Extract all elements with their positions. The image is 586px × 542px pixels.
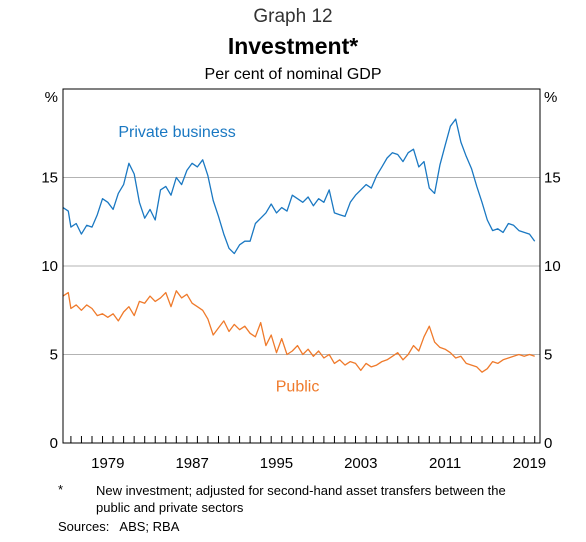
series-label-public: Public (276, 379, 320, 396)
y-unit-right: % (544, 89, 557, 106)
gridlines (63, 177, 540, 355)
series-label-private-business: Private business (118, 124, 235, 141)
series-line-private-business (62, 118, 536, 255)
x-tick-label-1995: 1995 (260, 455, 293, 472)
sources-note: Sources: ABS; RBA (58, 519, 180, 534)
x-axis-ticks (70, 436, 536, 443)
x-tick-label-1979: 1979 (91, 455, 124, 472)
chart-title: Investment* (227, 33, 359, 59)
graph-number-label: Graph 12 (253, 6, 333, 27)
footnote-text: New investment; adjusted for second-hand… (96, 483, 506, 515)
series-line-public (62, 290, 535, 373)
y-tick-label-left: 15 (41, 170, 58, 187)
y-tick-label-right: 15 (544, 170, 561, 187)
y-tick-label-right: 10 (544, 258, 561, 275)
x-tick-label-2003: 2003 (344, 455, 377, 472)
y-unit-left: % (45, 89, 58, 106)
chart-subtitle: Per cent of nominal GDP (204, 66, 382, 83)
y-tick-label-left: 0 (50, 435, 58, 452)
axis-labels: % % 0 0 5 5 10 10 15 15 1979 1987 1995 2003 2011 2019… (41, 89, 560, 472)
series-lines (62, 118, 536, 373)
y-tick-label-left: 5 (50, 347, 58, 364)
chart-plot: % % 0 0 5 5 10 10 15 15 1979 1987 1995 2003 2011 2019… (41, 88, 561, 472)
x-tick-label-2011: 2011 (429, 455, 461, 472)
y-tick-label-left: 10 (41, 258, 58, 275)
footnote-marker: * (58, 482, 64, 497)
x-tick-label-2019: 2019 (513, 455, 546, 472)
y-tick-label-right: 0 (544, 435, 552, 452)
y-tick-label-right: 5 (544, 347, 552, 364)
plot-frame (62, 88, 541, 444)
x-tick-label-1987: 1987 (175, 455, 208, 472)
